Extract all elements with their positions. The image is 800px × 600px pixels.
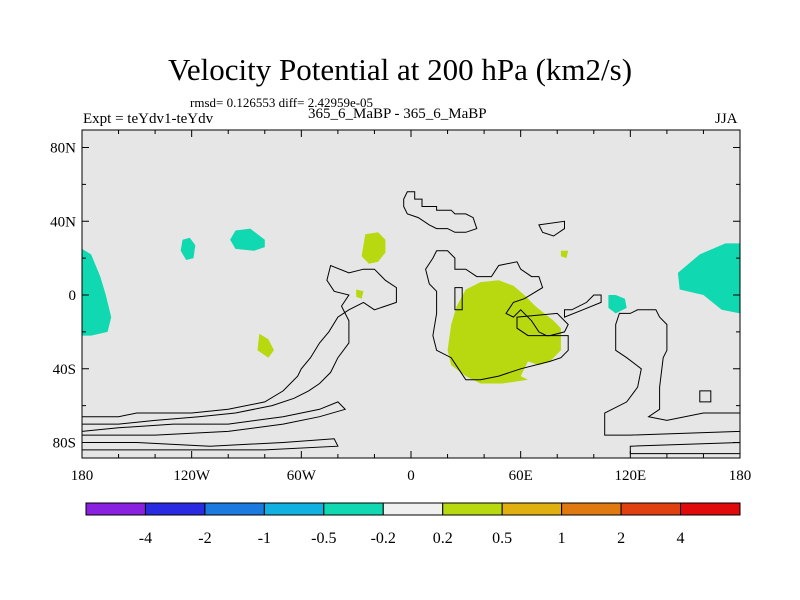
ytick-label: 40S (53, 362, 76, 378)
colorbar-box (680, 502, 741, 516)
stats-label: rmsd= 0.126553 diff= 2.42959e-05 (190, 95, 374, 110)
ytick-label: 80S (53, 436, 76, 452)
colorbar-box (85, 502, 146, 516)
outline-eastasia-inlet (516, 312, 569, 337)
ytick-label: 80N (50, 141, 76, 157)
season-label: JJA (715, 111, 738, 127)
xtick-label: 180 (71, 468, 94, 484)
colorbar-box (501, 502, 563, 516)
colorbar-box (323, 502, 384, 516)
xtick-label: 60W (287, 468, 317, 484)
outline-asia-block (425, 250, 569, 381)
colorbar-box (204, 502, 265, 516)
outline-new-zealand (699, 390, 712, 403)
plot-background (82, 130, 740, 458)
region-neg-pacific-east (677, 243, 740, 314)
colorbar-label: -0.2 (371, 530, 396, 547)
colorbar-label: 4 (677, 530, 685, 547)
region-pos-arabia-dot (560, 250, 569, 259)
region-neg-north-pacific-small (180, 237, 196, 260)
colorbar-box (263, 502, 325, 516)
colorbar-label: -2 (198, 530, 211, 547)
region-pos-north-africa (361, 232, 386, 264)
outline-andes-strip (82, 401, 347, 436)
outline-australia-block (604, 309, 740, 436)
outline-north-america (82, 264, 397, 425)
outline-south-strip (82, 438, 339, 451)
outline-europe-north (403, 191, 478, 233)
colorbar-box (144, 502, 206, 516)
xtick-label: 120E (614, 468, 646, 484)
region-neg-north-atlantic (230, 228, 265, 251)
colorbar-box (561, 502, 622, 516)
chart-title: Velocity Potential at 200 hPa (km2/s) (167, 52, 633, 87)
region-neg-maritime (608, 295, 627, 314)
xtick-label: 60E (509, 468, 533, 484)
region-pos-south-atlantic (257, 333, 274, 358)
colorbar-box (442, 502, 503, 516)
region-pos-west-africa-small (356, 289, 364, 299)
outline-middle-box (454, 287, 463, 311)
region-neg-pacific-west (82, 248, 112, 336)
colorbar-label: -4 (139, 530, 152, 547)
colorbar-label: 1 (558, 530, 566, 547)
ytick-label: 40N (50, 214, 76, 230)
region-pos-indian-ocean (447, 280, 561, 384)
xtick-label: 0 (407, 468, 415, 484)
colorbar-box (382, 502, 444, 516)
colorbar-label: 2 (617, 530, 625, 547)
xtick-label: 180 (729, 468, 752, 484)
colorbar-label: 0.5 (492, 530, 512, 547)
experiment-label: Expt = teYdv1-teYdv (83, 111, 214, 127)
ytick-label: 0 (69, 288, 77, 304)
colorbar-label: -1 (258, 530, 271, 547)
colorbar-label: -0.5 (311, 530, 336, 547)
colorbar-label: 0.2 (433, 530, 453, 547)
outline-australia-strip (564, 294, 602, 318)
xtick-label: 120W (173, 468, 211, 484)
case-label: 365_6_MaBP - 365_6_MaBP (308, 106, 487, 122)
colorbar-box (620, 502, 682, 516)
outline-japan (538, 220, 565, 237)
